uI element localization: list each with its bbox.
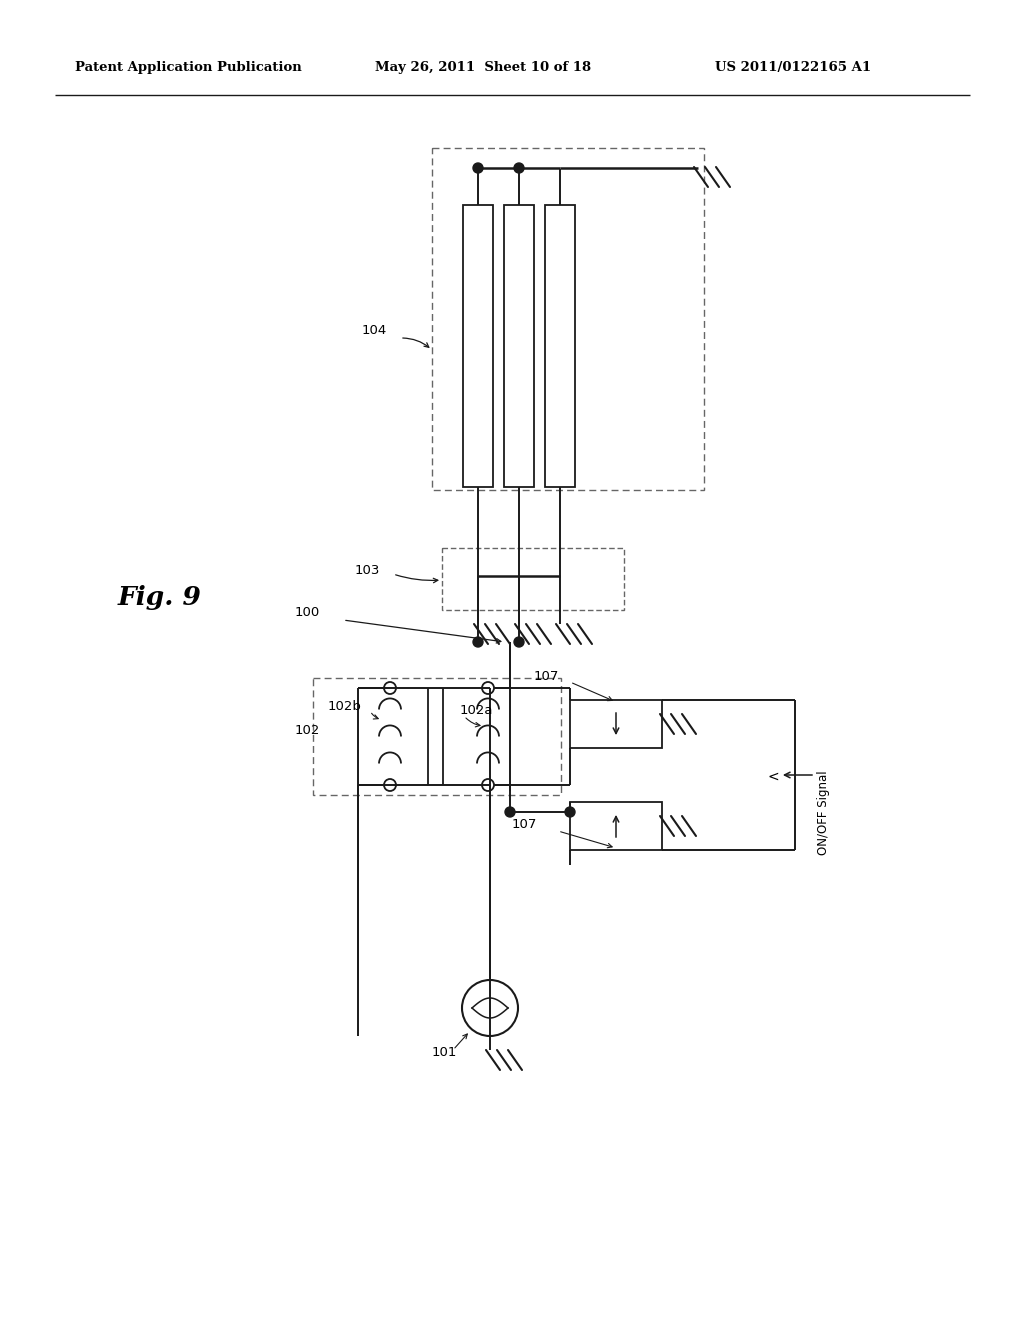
Bar — [432, 148, 705, 490]
Circle shape — [473, 162, 483, 173]
Text: 107: 107 — [512, 818, 538, 832]
Text: 103: 103 — [355, 564, 380, 577]
Circle shape — [505, 807, 515, 817]
Text: 102a: 102a — [460, 704, 494, 717]
Text: 102b: 102b — [328, 700, 361, 713]
Bar — [463, 205, 493, 487]
Text: 100: 100 — [295, 606, 321, 619]
Text: Fig. 9: Fig. 9 — [118, 586, 202, 610]
Text: May 26, 2011  Sheet 10 of 18: May 26, 2011 Sheet 10 of 18 — [375, 62, 591, 74]
Text: US 2011/0122165 A1: US 2011/0122165 A1 — [715, 62, 871, 74]
Circle shape — [514, 638, 524, 647]
Bar — [442, 548, 624, 610]
Bar — [504, 205, 534, 487]
Text: 104: 104 — [362, 323, 387, 337]
Circle shape — [473, 638, 483, 647]
Text: 101: 101 — [432, 1045, 458, 1059]
Text: Patent Application Publication: Patent Application Publication — [75, 62, 302, 74]
Circle shape — [565, 807, 575, 817]
Text: 102: 102 — [295, 723, 321, 737]
Bar — [570, 803, 662, 850]
Circle shape — [514, 162, 524, 173]
Bar — [570, 700, 662, 748]
Bar — [313, 678, 561, 795]
Text: <: < — [767, 770, 779, 784]
Text: 107: 107 — [534, 669, 559, 682]
Text: ON/OFF Signal: ON/OFF Signal — [816, 771, 829, 855]
Bar — [545, 205, 575, 487]
